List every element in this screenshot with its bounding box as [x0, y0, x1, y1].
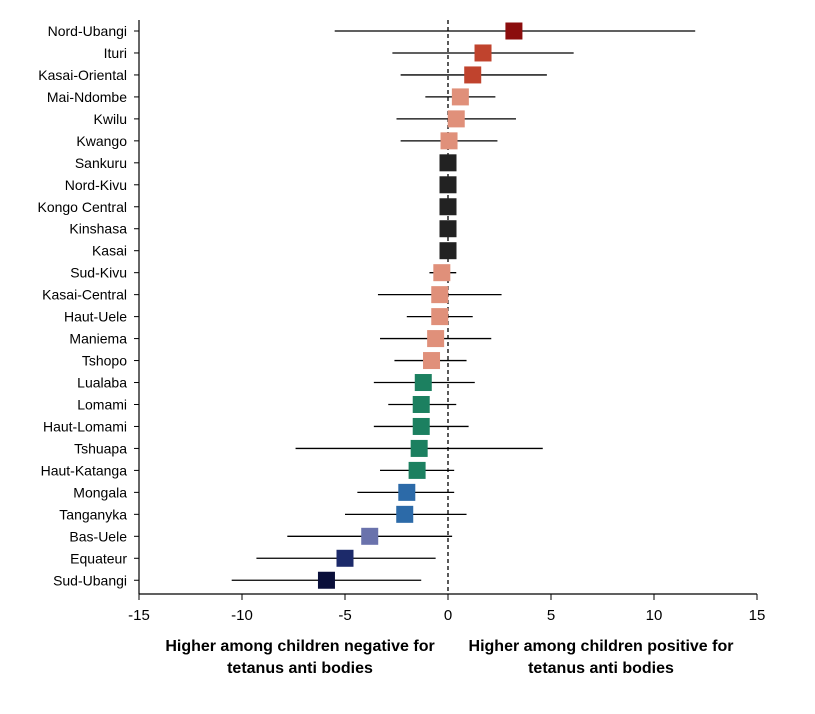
- y-tick-label: Sud-Kivu: [70, 265, 127, 281]
- x-tick-label: 5: [547, 607, 555, 624]
- y-tick-label: Kasai: [92, 243, 127, 259]
- point-marker: [336, 549, 354, 567]
- x-tick-label: -5: [338, 607, 351, 624]
- point-marker: [474, 44, 492, 62]
- y-tick-labels: Nord-Ubangi Ituri Kasai-Oriental Mai-Ndombe…: [37, 23, 127, 588]
- y-tick-label: Equateur: [70, 550, 127, 566]
- y-tick-label: Tanganyka: [59, 506, 127, 522]
- y-tick-label: Haut-Uele: [64, 309, 127, 325]
- point-marker: [410, 439, 428, 457]
- point-marker: [396, 505, 414, 523]
- y-tick-label: Maniema: [69, 331, 127, 347]
- y-tick-label: Kongo Central: [37, 199, 127, 215]
- point-marker: [423, 352, 441, 370]
- y-tick-label: Tshopo: [82, 353, 127, 369]
- y-tick-label: Kinshasa: [69, 221, 127, 237]
- point-marker: [439, 176, 457, 194]
- x-tick-label: 10: [646, 607, 663, 624]
- x-tick-label: 15: [749, 607, 766, 624]
- y-tick-label: Bas-Uele: [69, 528, 127, 544]
- point-marker: [431, 286, 449, 304]
- y-tick-label: Kasai-Oriental: [38, 67, 127, 83]
- y-tick-label: Kwango: [76, 133, 127, 149]
- x-tick-label: -10: [231, 607, 253, 624]
- y-tick-label: Tshuapa: [74, 440, 127, 456]
- point-marker: [361, 527, 379, 545]
- y-tick-label: Nord-Kivu: [65, 177, 127, 193]
- y-tick-label: Mai-Ndombe: [47, 89, 127, 105]
- axes: [134, 20, 758, 600]
- x-tick-labels: -15 -10 -5 0 5 10 15: [128, 607, 765, 624]
- right-caption: Higher among children positive for tetan…: [468, 638, 734, 677]
- point-marker: [398, 483, 416, 501]
- point-marker: [439, 154, 457, 172]
- y-tick-label: Ituri: [104, 45, 127, 61]
- point-marker: [408, 461, 426, 479]
- point-marker: [439, 220, 457, 238]
- y-tick-label: Sankuru: [75, 155, 127, 171]
- point-marker: [439, 242, 457, 260]
- y-tick-label: Haut-Katanga: [41, 462, 128, 478]
- y-tick-label: Nord-Ubangi: [48, 23, 127, 39]
- left-caption: Higher among children negative for tetan…: [165, 638, 435, 677]
- point-marker: [412, 417, 430, 435]
- y-tick-label: Kwilu: [94, 111, 127, 127]
- x-tick-label: 0: [444, 607, 452, 624]
- point-marker: [447, 110, 465, 128]
- x-tick-label: -15: [128, 607, 150, 624]
- point-marker: [431, 308, 449, 326]
- point-marker: [412, 395, 430, 413]
- y-tick-label: Sud-Ubangi: [53, 572, 127, 588]
- y-tick-label: Mongala: [73, 484, 127, 500]
- point-marker: [451, 88, 469, 106]
- y-tick-label: Lomami: [77, 396, 127, 412]
- point-marker: [464, 66, 482, 84]
- y-tick-label: Lualaba: [77, 375, 127, 391]
- point-marker: [505, 22, 523, 40]
- y-tick-label: Haut-Lomami: [43, 418, 127, 434]
- point-marker: [440, 132, 458, 150]
- point-estimates: [317, 22, 523, 589]
- point-marker: [433, 264, 451, 282]
- point-marker: [317, 571, 335, 589]
- y-tick-label: Kasai-Central: [42, 287, 127, 303]
- point-marker: [427, 330, 445, 348]
- point-marker: [414, 374, 432, 392]
- point-marker: [439, 198, 457, 216]
